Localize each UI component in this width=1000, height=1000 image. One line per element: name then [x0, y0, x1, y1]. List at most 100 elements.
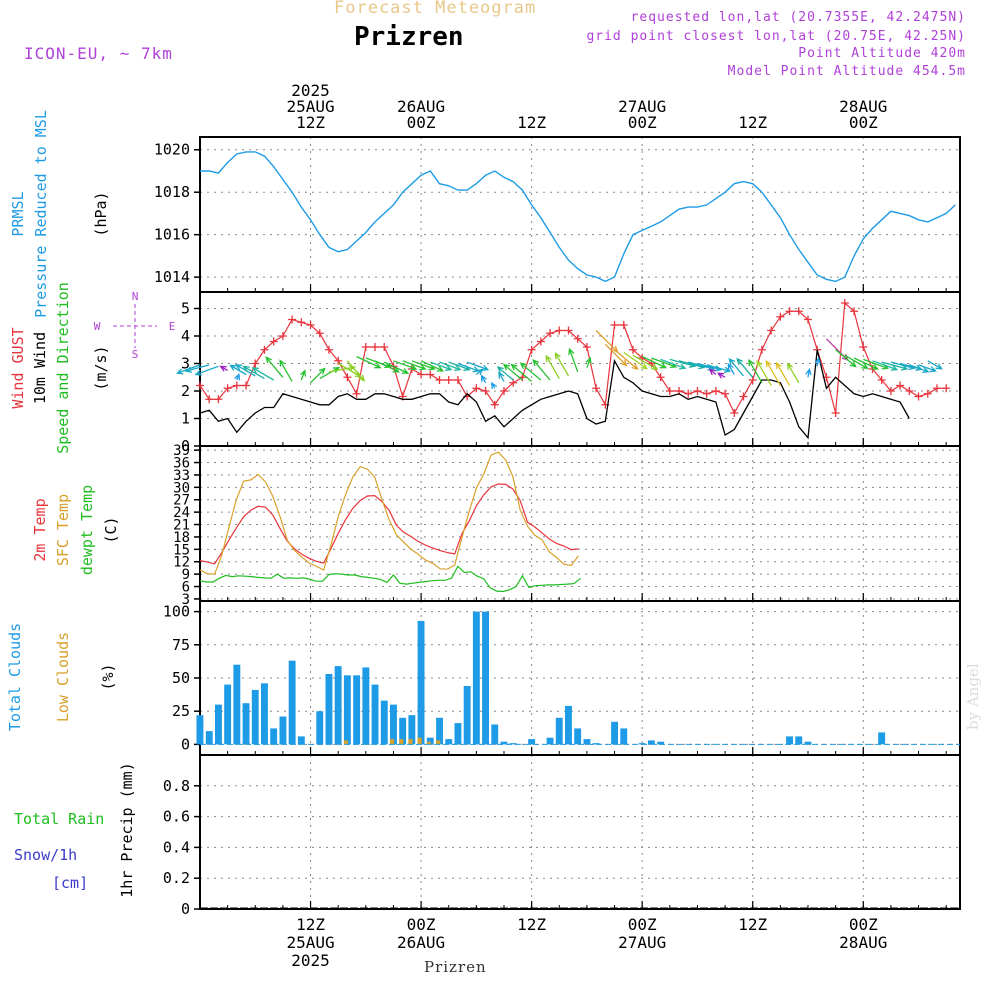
gust-marker [242, 381, 251, 390]
cloud-low-bar [426, 741, 431, 745]
y-tick-label: 30 [173, 480, 190, 496]
wind-arrow [872, 360, 899, 371]
compass-n: N [132, 290, 139, 303]
y-tick-label: 1016 [154, 226, 190, 244]
cloud-total-bar [380, 700, 388, 745]
cloud-low-bar [390, 739, 395, 745]
gust-marker [555, 326, 564, 335]
cloud-low-label: Low Clouds [54, 632, 72, 722]
time-label-bottom: 28AUG [839, 933, 887, 952]
gust-marker [923, 389, 932, 398]
wind-arrow [614, 349, 639, 370]
gust-marker [794, 307, 803, 316]
wind-arrow [242, 365, 265, 380]
gust-marker [896, 381, 905, 390]
cloud-total-bar [509, 743, 517, 745]
time-label-top: 00Z [628, 113, 657, 132]
cloud-total-bar [583, 739, 591, 745]
y-tick-label: 1014 [154, 268, 190, 286]
gust-marker [739, 392, 748, 401]
y-tick-label: 1018 [154, 183, 190, 201]
requested-coords: requested lon,lat (20.7355E, 42.2475N) [630, 10, 966, 25]
cloud-low-bar [417, 737, 422, 745]
gust-marker [223, 384, 232, 393]
pressure-unit: (hPa) [92, 191, 110, 236]
temp-2m-label: 2m Temp [31, 498, 49, 561]
gust-marker [721, 389, 730, 398]
compass-s: S [132, 348, 139, 361]
gust-marker [665, 387, 674, 395]
cloud-total-bar [804, 741, 812, 745]
gust-marker [527, 345, 536, 354]
gust-marker [850, 307, 859, 316]
gust-marker [785, 307, 794, 316]
temp-dew-label: dewpt Temp [78, 485, 96, 575]
cloud-total-bar [786, 736, 793, 745]
wind-arrow [279, 359, 293, 382]
wind-arrow [844, 354, 869, 370]
y-tick-label: 0 [181, 900, 190, 918]
wind-arrow [498, 371, 505, 382]
y-tick-label: 4 [181, 327, 190, 345]
wind-arrow [554, 352, 570, 377]
time-label-top: 28AUG [839, 97, 887, 116]
gust-marker [426, 370, 435, 379]
meteogram-title: Forecast Meteogram [334, 0, 537, 18]
cloud-total-bar [390, 704, 397, 745]
wind-arrow [595, 330, 619, 353]
cloud-total-bar [343, 675, 351, 745]
cloud-total-bar [555, 717, 563, 745]
cloud-total-bar [500, 741, 508, 745]
wind-dir-label: Speed and Direction [54, 282, 72, 454]
gust-marker [711, 387, 720, 395]
wind-arrow [466, 361, 490, 371]
y-tick-label: 6 [182, 580, 190, 596]
time-label-top: 25AUG [286, 97, 334, 116]
wind-arrow [918, 364, 937, 373]
wind-arrow [194, 365, 219, 376]
time-label-top: 26AUG [397, 97, 445, 116]
model-label: ICON-EU, ~ 7km [24, 44, 173, 63]
cloud-total-bar [353, 675, 361, 745]
cloud-total-bar [288, 660, 296, 745]
gust-marker [610, 321, 619, 329]
cloud-total-bar [620, 728, 628, 745]
wind-arrow [383, 361, 410, 374]
gust-marker [371, 343, 380, 351]
gust-marker [776, 312, 785, 321]
time-label-top: 12Z [738, 113, 767, 132]
gust-marker [260, 345, 269, 354]
gust-marker [757, 345, 766, 354]
time-label-bottom: 00Z [628, 915, 657, 934]
cloud-total-bar [565, 705, 572, 745]
gust-marker [546, 329, 555, 338]
time-label-bottom: 25AUG [286, 933, 334, 952]
y-tick-label: 0.2 [163, 869, 190, 887]
gust-marker [877, 376, 886, 384]
wind-arrow [475, 368, 484, 376]
wind-arrow [356, 356, 382, 369]
wind-arrow [402, 360, 427, 371]
gridpoint-coords: grid point closest lon,lat (20.75E, 42.2… [586, 29, 966, 44]
y-tick-label: 27 [173, 493, 190, 509]
wind-arrow [374, 360, 400, 373]
y-tick-label: 39 [173, 443, 190, 459]
gust-marker [361, 343, 370, 351]
wind-arrow [716, 372, 726, 379]
cloud-total-bar [795, 736, 803, 745]
cloud-total-bar [242, 703, 250, 745]
gust-marker [472, 384, 481, 393]
cloud-total-bar [638, 743, 646, 745]
y-tick-label: 21 [173, 518, 190, 534]
cloud-total-bar [334, 666, 342, 745]
gust-marker [693, 387, 702, 395]
gust-marker [453, 376, 462, 384]
gust-marker [859, 343, 868, 351]
wind-arrow [265, 356, 284, 378]
gust-marker [500, 387, 508, 395]
y-tick-label: 24 [173, 505, 190, 521]
wind-arrow [219, 365, 228, 372]
point-altitude: Point Altitude 420m [798, 46, 966, 61]
wind-arrow [585, 356, 592, 368]
y-tick-label: 25 [172, 702, 190, 720]
